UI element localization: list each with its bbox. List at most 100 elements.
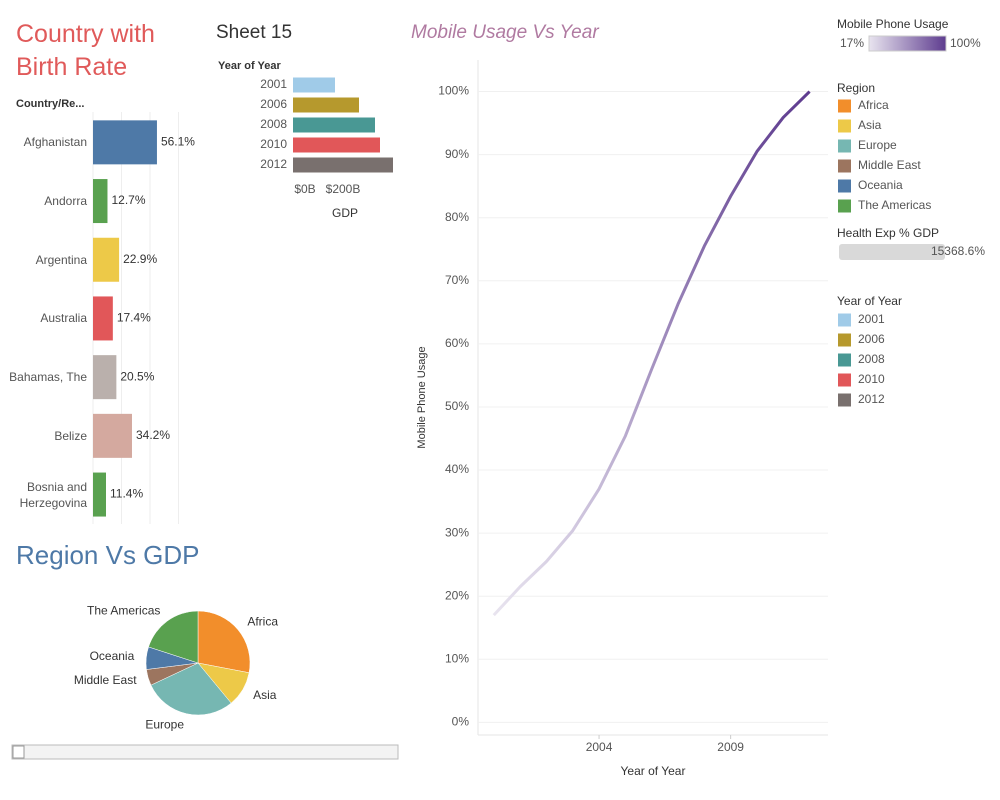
legend-swatch [838, 313, 851, 327]
bar [93, 179, 108, 224]
line [492, 90, 811, 617]
value-label: 12.7% [111, 193, 145, 207]
chart-title: Sheet 15 [216, 22, 292, 43]
legend-swatch [838, 159, 851, 173]
scrollbar-thumb[interactable] [12, 745, 25, 759]
slice-label: Asia [253, 688, 277, 702]
x-axis-label: GDP [332, 206, 358, 220]
slice-label: Oceania [90, 649, 135, 663]
legend-swatch [838, 139, 851, 153]
bar [293, 77, 335, 93]
y-tick-label: 40% [445, 462, 469, 476]
chart-title: Region Vs GDP [16, 540, 200, 570]
y-tick-label: 10% [445, 651, 469, 665]
y-tick-label: 100% [438, 84, 469, 98]
legend-swatch [838, 393, 851, 407]
bar [93, 413, 132, 458]
scrollbar[interactable] [11, 744, 399, 760]
chart-title: Mobile Usage Vs Year [411, 22, 599, 43]
legend-swatch [838, 373, 851, 387]
y-tick-label: Andorra [44, 194, 87, 209]
y-tick-label: Australia [40, 311, 87, 326]
chart-title: Country with Birth Rate [16, 20, 155, 81]
y-tick-label: Bosnia and Herzegovina [19, 479, 87, 510]
y-tick-label: 30% [445, 525, 469, 539]
x-axis-label: Year of Year [621, 764, 686, 778]
bar [293, 137, 380, 153]
legend-label: Middle East [858, 158, 921, 172]
legend-label: 2010 [858, 372, 885, 386]
slice-label: Middle East [74, 673, 137, 687]
y-tick-label: Afghanistan [23, 135, 87, 150]
legend-label: 2001 [858, 312, 885, 326]
bar [293, 97, 359, 113]
bar [93, 296, 113, 341]
y-tick-label: 2012 [260, 157, 287, 171]
slice-label: Europe [145, 718, 184, 732]
y-tick-label: 20% [445, 588, 469, 602]
y-tick-label: 50% [445, 399, 469, 413]
bar [93, 237, 120, 282]
legend-label: Oceania [858, 178, 903, 192]
x-tick-label: 2004 [586, 740, 613, 754]
legend-swatch [838, 333, 851, 347]
pie-slice [148, 610, 199, 664]
color-min-label: 17% [840, 36, 864, 50]
y-tick-label: 70% [445, 273, 469, 287]
y-axis-header: Country/Re... [16, 98, 84, 110]
value-label: 22.9% [123, 252, 157, 266]
value-label: 20.5% [120, 369, 154, 383]
pie-slice [150, 662, 232, 716]
x-tick-label: $200B [326, 182, 361, 196]
legend-label: 2012 [858, 392, 885, 406]
size-legend-bar [839, 244, 945, 260]
y-tick-label: Bahamas, The [9, 370, 87, 385]
bar [93, 472, 106, 517]
y-tick-label: Argentina [35, 252, 87, 267]
x-tick-label: 2009 [717, 740, 744, 754]
slice-label: The Americas [87, 603, 160, 617]
y-tick-label: 2006 [260, 97, 287, 111]
value-label: 34.2% [136, 428, 170, 442]
size-legend-label: 15368.6% [931, 244, 985, 258]
y-tick-label: 0% [452, 715, 470, 729]
legend-label: Africa [858, 98, 889, 112]
y-tick-label: 90% [445, 147, 469, 161]
bar [293, 117, 375, 133]
legend-swatch [838, 179, 851, 193]
legend-title: Year of Year [837, 294, 902, 308]
legend-swatch [838, 353, 851, 367]
bar [93, 120, 157, 165]
y-tick-label: 80% [445, 210, 469, 224]
legend-title: Region [837, 81, 875, 95]
legend-label: 2008 [858, 352, 885, 366]
bar [93, 355, 117, 400]
legend-label: The Americas [858, 198, 931, 212]
value-label: 17.4% [117, 311, 151, 325]
bar [293, 157, 393, 173]
legend-title: Health Exp % GDP [837, 226, 939, 240]
y-tick-label: 60% [445, 336, 469, 350]
legend-label: Asia [858, 118, 882, 132]
legend-label: Europe [858, 138, 897, 152]
x-tick-label: $0B [294, 182, 315, 196]
color-ramp [868, 35, 947, 52]
value-label: 11.4% [110, 487, 143, 501]
color-max-label: 100% [950, 36, 981, 50]
slice-label: Africa [247, 614, 278, 628]
pie-slice [197, 610, 251, 674]
y-axis-label: Mobile Phone Usage [416, 346, 428, 448]
y-axis-header: Year of Year [218, 60, 282, 72]
y-tick-label: 2001 [260, 77, 287, 91]
legend-title: Mobile Phone Usage [837, 17, 949, 31]
value-label: 56.1% [161, 135, 195, 149]
legend-swatch [838, 99, 851, 113]
y-tick-label: 2010 [260, 137, 287, 151]
y-tick-label: 2008 [260, 117, 287, 131]
legend-label: 2006 [858, 332, 885, 346]
y-tick-label: Belize [54, 428, 87, 443]
legend-swatch [838, 199, 851, 213]
legend-swatch [838, 119, 851, 133]
